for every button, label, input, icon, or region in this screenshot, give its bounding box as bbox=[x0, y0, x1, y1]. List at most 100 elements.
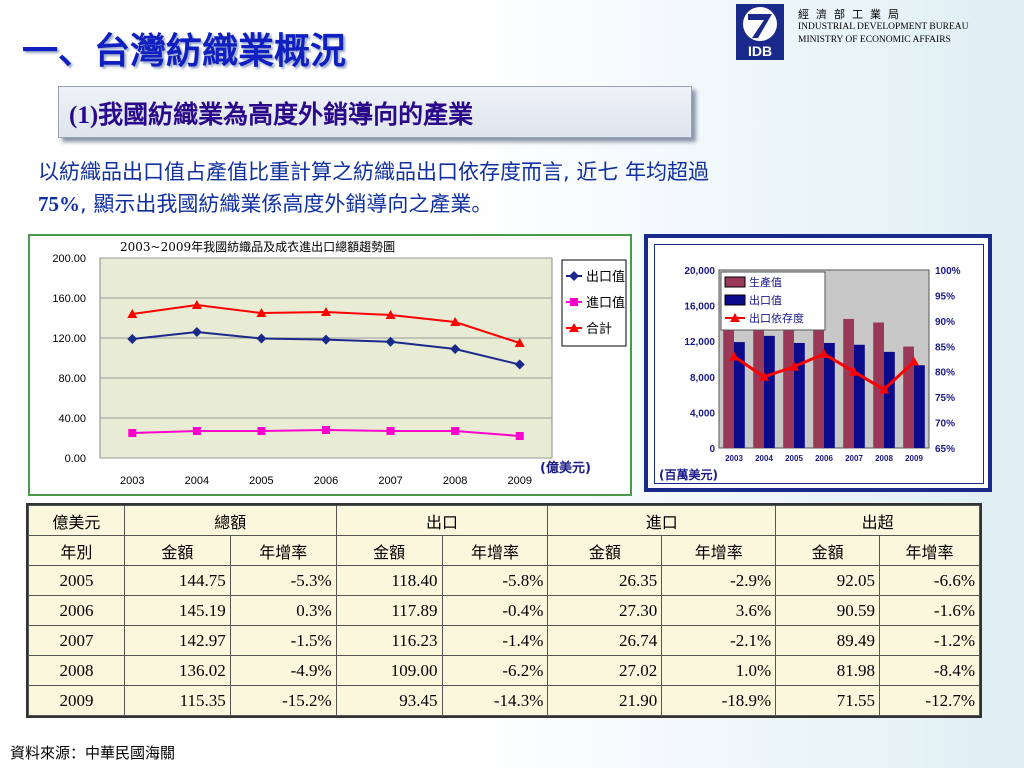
y-left-tick-label: 20,000 bbox=[684, 266, 715, 277]
y-tick-label: 0.00 bbox=[65, 453, 86, 465]
table-cell: 93.45 bbox=[335, 685, 443, 716]
table-cell: 26.74 bbox=[547, 625, 663, 656]
table-header-row-2: 年別 金額 年增率 金額 年增率 金額 年增率 金額 年增率 bbox=[28, 535, 980, 566]
y-left-tick-label: 0 bbox=[709, 444, 715, 455]
plot-area bbox=[99, 257, 553, 459]
y-right-tick-label: 70% bbox=[935, 419, 955, 430]
table-cell: 81.98 bbox=[775, 655, 881, 686]
description-rest: , 顯示出我國紡織業係高度外銷導向之產業。 bbox=[80, 192, 493, 216]
x-tick-label: 2008 bbox=[443, 475, 467, 487]
bar-1 bbox=[794, 342, 805, 448]
table-cell: 117.89 bbox=[335, 595, 443, 626]
table-cell: 118.40 bbox=[335, 565, 443, 596]
table-cell: -14.3% bbox=[441, 685, 549, 716]
legend-marker bbox=[730, 313, 740, 322]
bar-0 bbox=[903, 346, 914, 448]
header-year: 年別 bbox=[28, 535, 125, 566]
table-cell: -6.6% bbox=[879, 565, 980, 596]
legend-label: 出口依存度 bbox=[749, 311, 804, 325]
data-point bbox=[191, 327, 202, 337]
data-point bbox=[451, 427, 460, 435]
bar-1 bbox=[914, 365, 925, 448]
x-tick-label: 2006 bbox=[815, 454, 833, 463]
data-point bbox=[514, 359, 525, 370]
table-cell: 145.19 bbox=[123, 595, 231, 626]
table-cell: 3.6% bbox=[661, 595, 777, 626]
header-cell: 年增率 bbox=[229, 535, 337, 566]
y-tick-label: 40.00 bbox=[58, 413, 86, 425]
table-row: 2009 115.35 -15.2% 93.45 -14.3% 21.90 -1… bbox=[28, 685, 980, 716]
line-chart-frame: 2003~2009年我國紡織品及成衣進出口總額趨勢圖 0.00 40.00 80.00… bbox=[28, 234, 632, 496]
legend-marker bbox=[569, 323, 579, 332]
table-row: 2006 145.19 0.3% 117.89 -0.4% 27.30 3.6%… bbox=[28, 595, 980, 626]
x-tick-label: 2003 bbox=[120, 475, 144, 487]
table-cell: -1.6% bbox=[879, 595, 980, 626]
header-import: 進口 bbox=[547, 505, 777, 536]
table-cell: 142.97 bbox=[123, 625, 231, 656]
table-row: 2008 136.02 -4.9% 109.00 -6.2% 27.02 1.0… bbox=[28, 655, 980, 686]
header-cell: 金額 bbox=[123, 535, 231, 566]
x-tick-label: 2009 bbox=[905, 454, 923, 463]
x-tick-label: 2006 bbox=[314, 475, 338, 487]
x-tick-label: 2007 bbox=[378, 475, 402, 487]
bar-0 bbox=[723, 318, 734, 448]
table-cell: 27.30 bbox=[547, 595, 663, 626]
table-cell: -8.4% bbox=[879, 655, 980, 686]
table-cell: -2.9% bbox=[661, 565, 777, 596]
y-right-tick-label: 95% bbox=[935, 291, 955, 302]
table-cell: -1.4% bbox=[441, 625, 549, 656]
subtitle-text: 我國紡織業為高度外銷導向的產業 bbox=[98, 100, 474, 129]
header-total: 總額 bbox=[123, 505, 337, 536]
description-line2: 75%, 顯示出我國紡織業係高度外銷導向之產業。 bbox=[38, 188, 492, 218]
data-point bbox=[385, 336, 396, 347]
table-cell: 92.05 bbox=[775, 565, 881, 596]
header-cell: 金額 bbox=[775, 535, 881, 566]
y-left-tick-label: 4,000 bbox=[690, 408, 715, 419]
table-row: 2005 144.75 -5.3% 118.40 -5.8% 26.35 -2.… bbox=[28, 565, 980, 596]
data-point bbox=[321, 334, 331, 345]
table-cell: 116.23 bbox=[335, 625, 443, 656]
header-cell: 年增率 bbox=[441, 535, 549, 566]
data-point bbox=[385, 310, 396, 319]
line-chart: 2003~2009年我國紡織品及成衣進出口總額趨勢圖 0.00 40.00 80.00… bbox=[52, 239, 627, 487]
table-cell: 109.00 bbox=[335, 655, 443, 686]
x-tick-label: 2005 bbox=[249, 475, 273, 487]
y-tick-label: 200.00 bbox=[52, 253, 86, 265]
combo-chart-inner: 0 4,000 8,000 12,000 16,000 20,000 65% 70% 75% 80… bbox=[654, 244, 984, 484]
bar-1 bbox=[884, 351, 895, 448]
legend-marker bbox=[570, 298, 578, 306]
bar-0 bbox=[783, 316, 794, 448]
data-point bbox=[256, 308, 267, 317]
y-left-tick-label: 12,000 bbox=[684, 337, 715, 348]
header-cell: 年增率 bbox=[661, 535, 777, 566]
chart-title: 2003~2009年我國紡織品及成衣進出口總額趨勢圖 bbox=[120, 239, 395, 254]
idb-logo: IDB bbox=[736, 4, 784, 60]
x-tick-label: 2009 bbox=[507, 475, 531, 487]
source-note: 資料來源：中華民國海關 bbox=[10, 744, 176, 762]
data-point bbox=[909, 356, 919, 366]
table-cell: -1.5% bbox=[229, 625, 337, 656]
data-point bbox=[127, 309, 138, 318]
data-point bbox=[192, 427, 201, 435]
data-point bbox=[322, 426, 330, 434]
table-cell: -12.7% bbox=[879, 685, 980, 716]
bar-0 bbox=[753, 310, 764, 448]
y-right-tick-label: 75% bbox=[935, 393, 955, 404]
y-right-tick-label: 90% bbox=[935, 317, 955, 328]
data-point bbox=[256, 333, 267, 344]
legend-label: 合計 bbox=[586, 321, 612, 337]
table-cell: 144.75 bbox=[123, 565, 231, 596]
header-unit: 億美元 bbox=[28, 505, 125, 536]
legend-swatch bbox=[724, 294, 746, 306]
header-cell: 金額 bbox=[335, 535, 443, 566]
header-cell: 金額 bbox=[547, 535, 663, 566]
x-tick-label: 2003 bbox=[725, 454, 743, 463]
unit-label: (百萬美元) bbox=[659, 467, 718, 482]
table-cell: 21.90 bbox=[547, 685, 663, 716]
org-name-en-line2: MINISTRY OF ECONOMIC AFFAIRS bbox=[798, 35, 951, 45]
bar-1 bbox=[824, 342, 835, 448]
data-point bbox=[386, 427, 395, 435]
table-cell: -2.1% bbox=[661, 625, 777, 656]
table-cell: 90.59 bbox=[775, 595, 881, 626]
legend-label: 出口值 bbox=[586, 269, 625, 285]
